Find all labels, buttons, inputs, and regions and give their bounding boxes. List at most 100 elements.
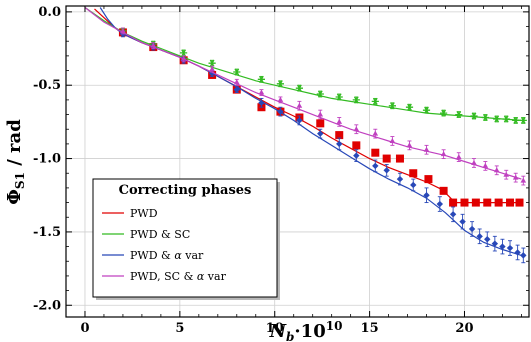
x-axis-title-rest: ·10 (294, 321, 325, 342)
data-point-pwd-alpha-var (449, 211, 457, 218)
legend-label-pwd-alpha-prefix: PWD & (130, 249, 174, 262)
data-point-pwd-alpha-var (491, 240, 499, 247)
data-point-pwd-sc (335, 93, 343, 101)
data-point-pwd-sc (502, 115, 510, 123)
data-point-pwd-sc (519, 116, 527, 124)
x-tick-label: 10 (266, 321, 284, 336)
data-point-pwd-sc (422, 106, 431, 114)
data-point-pwd-alpha-var (296, 117, 303, 124)
y-tick-label: -0.5 (33, 78, 61, 93)
series-line-pwd-sc (84, 7, 522, 121)
data-point-pwd-sc (257, 75, 265, 83)
data-point-pwd-alpha-var (476, 233, 483, 240)
data-point-pwd-alpha-var (258, 99, 265, 107)
data-point-pwd-sc (512, 116, 520, 124)
data-point-pwd-sc (371, 97, 379, 105)
data-point-pwd-sc (493, 115, 501, 123)
data-point-pwd-alpha-var (436, 200, 444, 208)
data-point-pwd (449, 198, 458, 207)
data-point-pwd-alpha-var (208, 70, 216, 77)
data-point-pwd-alpha-var (233, 86, 240, 93)
data-point-pwd-alpha-var (484, 236, 491, 243)
data-point-pwd-sc (455, 111, 463, 119)
y-tick-label: 0.0 (38, 5, 61, 20)
legend: Correcting phases PWD PWD & SC PWD & α v… (92, 178, 280, 300)
legend-title: Correcting phases (119, 183, 252, 198)
data-point-pwd-sc (440, 109, 448, 117)
legend-label-pwd-sc-alpha-prefix: PWD, SC & (130, 270, 197, 283)
data-point-pwd (494, 198, 503, 207)
data-point-pwd (515, 198, 524, 207)
data-point-pwd (335, 131, 344, 140)
data-point-pwd-sc-alpha-var (520, 177, 527, 183)
data-point-pwd-sc-alpha-var (389, 137, 396, 143)
data-point-pwd-alpha-var (459, 218, 466, 225)
data-point-pwd-sc-alpha-var (150, 42, 157, 48)
legend-label-pwd: PWD (130, 207, 158, 220)
data-point-pwd (424, 175, 433, 184)
x-axis-title-base: N (269, 321, 288, 342)
data-point-pwd (395, 154, 404, 163)
data-point-pwd (439, 186, 448, 195)
data-point-pwd (506, 198, 515, 207)
axis-ticks: 0 5 10 15 20 0.0 -0.5 -1.0 -1.5 -2.0 (33, 5, 529, 336)
x-tick-label: 5 (175, 321, 184, 336)
x-axis-title-sub: b (286, 330, 294, 342)
data-point-pwd (483, 198, 492, 207)
y-axis-title: ΦS1 / rad (4, 119, 27, 205)
data-point-pwd-alpha-var (410, 181, 417, 189)
legend-label-pwd-sc-alpha-symbol: α (197, 270, 205, 283)
data-point-pwd (460, 198, 469, 207)
data-point-pwd-sc-alpha-var (209, 66, 215, 72)
legend-label-pwd-sc-alpha: PWD, SC & α var (130, 270, 227, 283)
data-point-pwd-sc (481, 114, 489, 121)
data-point-pwd (471, 198, 480, 207)
y-tick-label: -1.0 (33, 152, 61, 167)
data-point-pwd-sc (233, 68, 241, 76)
data-point-pwd (409, 169, 418, 178)
x-axis-title: Nb·1010 (269, 319, 343, 342)
data-point-pwd-sc-alpha-var (493, 167, 500, 173)
data-point-pwd-sc-alpha-var (512, 174, 519, 180)
data-point-pwd-sc-alpha-var (180, 55, 187, 61)
data-point-pwd-sc (352, 96, 360, 104)
data-point-pwd-alpha-var (383, 167, 390, 174)
data-point-pwd-alpha-var (277, 108, 284, 115)
legend-label-pwd-sc-alpha-suffix: var (204, 270, 226, 283)
data-point-pwd-alpha-var (468, 225, 476, 233)
x-axis-title-sup: 10 (326, 319, 343, 333)
data-point-pwd-sc-alpha-var (233, 79, 240, 85)
data-point-pwd-alpha-var (520, 252, 527, 259)
x-tick-label: 15 (361, 321, 379, 336)
legend-label-pwd-alpha: PWD & α var (130, 249, 204, 262)
data-point-pwd (316, 119, 325, 128)
y-axis-title-sub: S1 (13, 172, 27, 189)
data-point-pwd-sc-alpha-var (482, 162, 489, 168)
data-point-pwd-alpha-var (317, 130, 324, 137)
data-point-pwd-sc (388, 102, 396, 110)
data-point-pwd-alpha-var (499, 243, 506, 250)
series-pwd (94, 8, 524, 207)
data-point-pwd-sc-alpha-var (317, 111, 324, 117)
series-pwd-sc-alpha-var (84, 7, 527, 186)
data-point-pwd-sc (208, 59, 216, 67)
x-tick-label: 0 (80, 321, 89, 336)
series-line-pwd-sc-alpha-var (84, 7, 522, 180)
legend-box (92, 178, 278, 298)
data-point-pwd (352, 141, 361, 150)
data-point-pwd (371, 148, 380, 157)
y-tick-label: -2.0 (33, 298, 61, 313)
data-point-pwd-sc-alpha-var (440, 151, 447, 157)
data-point-pwd-sc (276, 80, 284, 88)
data-point-pwd-sc-alpha-var (372, 130, 379, 136)
legend-label-pwd-alpha-symbol: α (174, 249, 182, 262)
data-point-pwd-sc-alpha-var (120, 27, 126, 33)
plot-frame (65, 5, 530, 318)
legend-label-pwd-alpha-suffix: var (182, 249, 204, 262)
data-point-pwd-sc-alpha-var (471, 159, 477, 165)
data-point-pwd-sc-alpha-var (503, 171, 510, 177)
y-tick-label: -1.5 (33, 225, 61, 240)
x-tick-label: 20 (455, 321, 473, 336)
series-pwd-sc (84, 7, 527, 124)
